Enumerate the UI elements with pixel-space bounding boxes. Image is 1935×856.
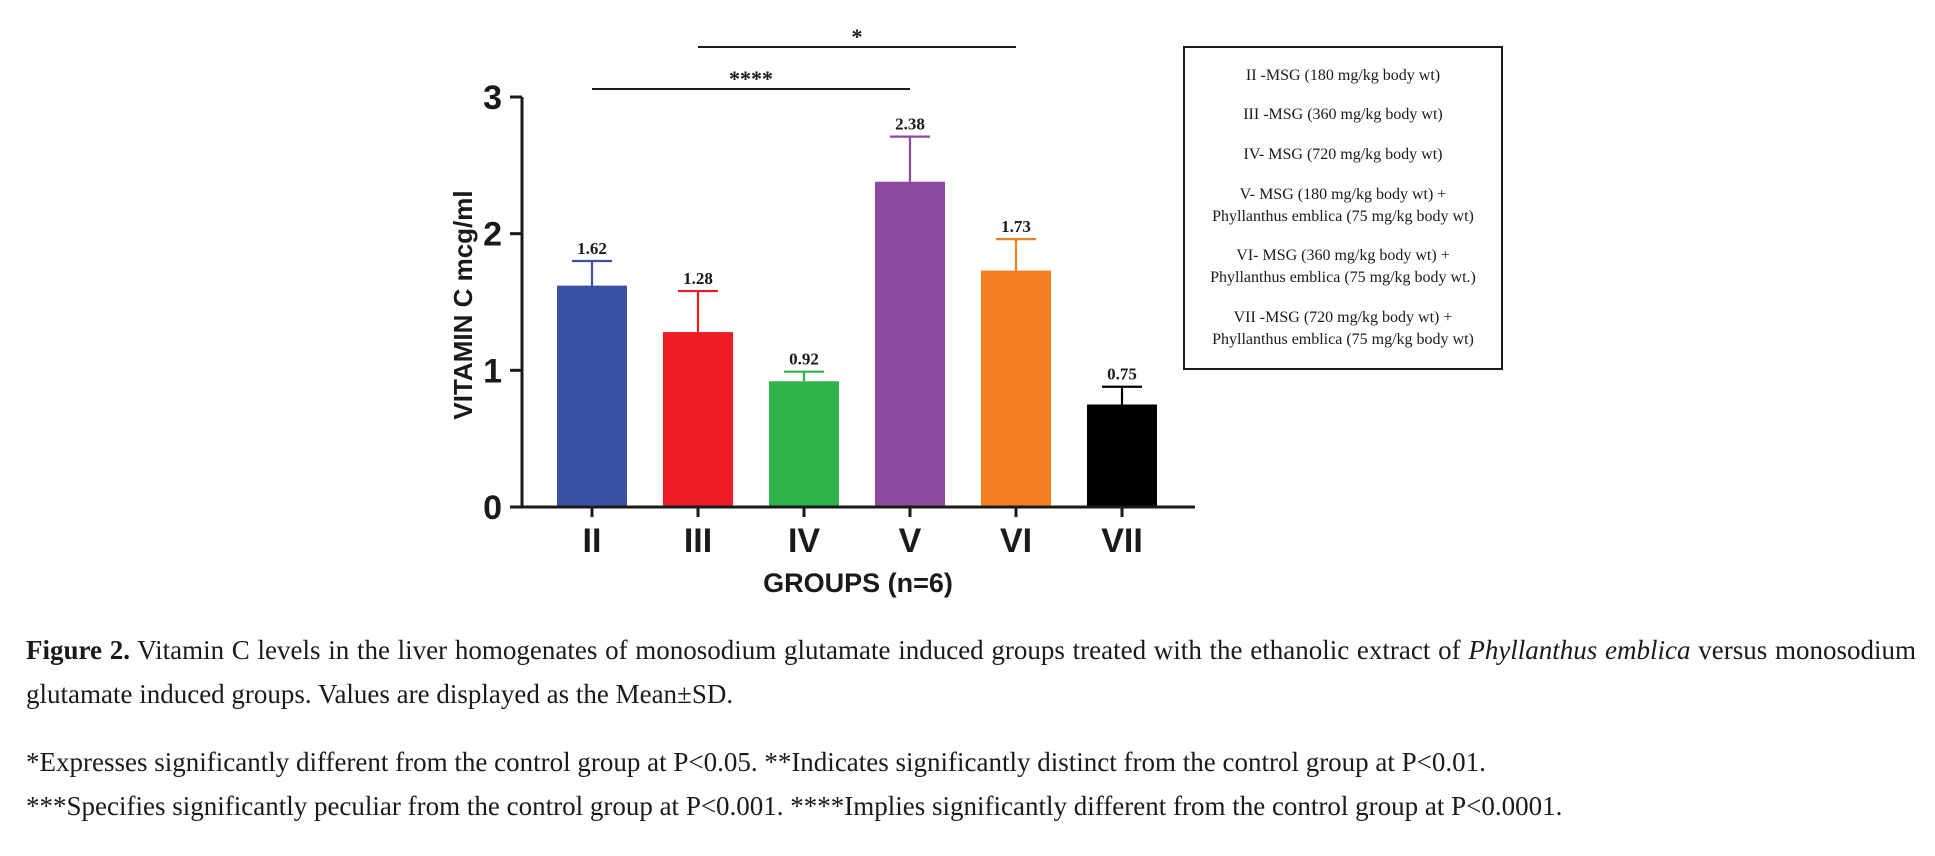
legend-entry-line1: III -MSG (360 mg/kg body wt)	[1243, 106, 1443, 124]
x-tick-label-vii: VII	[1101, 522, 1143, 560]
y-tick-label-1: 1	[483, 352, 502, 390]
bar-chart: 1.62 II 1.28 III 0.92 IV 2.38 V 1.73 VI 0.75 VII 0 1…	[448, 24, 1195, 598]
legend-entry-line1: V- MSG (180 mg/kg body wt) +	[1239, 185, 1447, 203]
bars-layer: 1.62 II 1.28 III 0.92 IV 2.38 V 1.73 VI 0.75 VII	[557, 115, 1157, 560]
legend-entry-v: V- MSG (180 mg/kg body wt) + Phyllanthus …	[1212, 184, 1474, 228]
legend-entry-line2: Phyllanthus emblica (75 mg/kg body wt.)	[1210, 269, 1476, 287]
axes-layer: 0 1 2 3	[483, 79, 1195, 527]
y-tick-label-0: 0	[483, 489, 502, 527]
y-axis-title: VITAMIN C mcg/ml	[448, 190, 478, 419]
legend-entry-iv: IV- MSG (720 mg/kg body wt)	[1244, 144, 1443, 166]
legend-entry-line1: II -MSG (180 mg/kg body wt)	[1245, 66, 1441, 84]
figure-caption: Figure 2. Vitamin C levels in the liver …	[26, 628, 1916, 716]
data-label-iv: 0.92	[789, 350, 819, 369]
y-tick-label-2: 2	[483, 216, 502, 254]
caption-text-part1: Vitamin C levels in the liver homogenate…	[129, 635, 1469, 665]
data-label-iii: 1.28	[683, 269, 713, 288]
bar-v	[875, 181, 945, 507]
bar-iv	[769, 381, 839, 507]
data-label-v: 2.38	[895, 115, 925, 134]
bar-vii	[1087, 404, 1157, 507]
significance-layer: *****	[592, 24, 1016, 91]
caption-text-part2: versus monosodium glutamate induced grou…	[26, 635, 1916, 709]
x-tick-label-v: V	[899, 522, 922, 560]
bar-iii	[663, 332, 733, 507]
legend-entry-vi: VI- MSG (360 mg/kg body wt) + Phyllanthus…	[1210, 245, 1476, 289]
caption-species-name: Phyllanthus emblica	[1468, 635, 1691, 665]
x-tick-label-iv: IV	[788, 522, 820, 560]
significance-note-line1: *Expresses significantly different from …	[26, 747, 1486, 777]
x-tick-label-vi: VI	[1000, 522, 1032, 560]
legend-entry-vii: VII -MSG (720 mg/kg body wt) + Phyllanthu…	[1212, 307, 1474, 351]
x-tick-label-iii: III	[684, 522, 712, 560]
legend-entry-iii: III -MSG (360 mg/kg body wt)	[1243, 104, 1443, 126]
significance-label-1: ****	[729, 66, 773, 91]
data-label-vii: 0.75	[1107, 365, 1137, 384]
legend-entry-line2: Phyllanthus emblica (75 mg/kg body wt)	[1212, 331, 1474, 349]
significance-notes: *Expresses significantly different from …	[26, 740, 1916, 828]
legend-entry-line2: Phyllanthus emblica (75 mg/kg body wt)	[1212, 207, 1474, 225]
data-label-ii: 1.62	[577, 239, 607, 258]
significance-note-line2: ***Specifies significantly peculiar from…	[26, 791, 1563, 821]
chart-legend: II -MSG (180 mg/kg body wt) III -MSG (360…	[1183, 46, 1503, 370]
bar-ii	[557, 285, 627, 507]
bar-vi	[981, 270, 1051, 507]
y-tick-label-3: 3	[483, 79, 502, 117]
legend-entry-line1: IV- MSG (720 mg/kg body wt)	[1243, 146, 1443, 164]
x-tick-label-ii: II	[583, 522, 602, 560]
legend-entry-ii: II -MSG (180 mg/kg body wt)	[1246, 65, 1440, 87]
significance-label-2: *	[852, 24, 863, 49]
legend-entry-line1: VI- MSG (360 mg/kg body wt) +	[1236, 247, 1450, 265]
legend-entry-line1: VII -MSG (720 mg/kg body wt) +	[1233, 309, 1453, 327]
figure-label: Figure 2.	[26, 635, 130, 665]
data-label-vi: 1.73	[1001, 217, 1031, 236]
x-axis-title: GROUPS (n=6)	[763, 568, 953, 598]
